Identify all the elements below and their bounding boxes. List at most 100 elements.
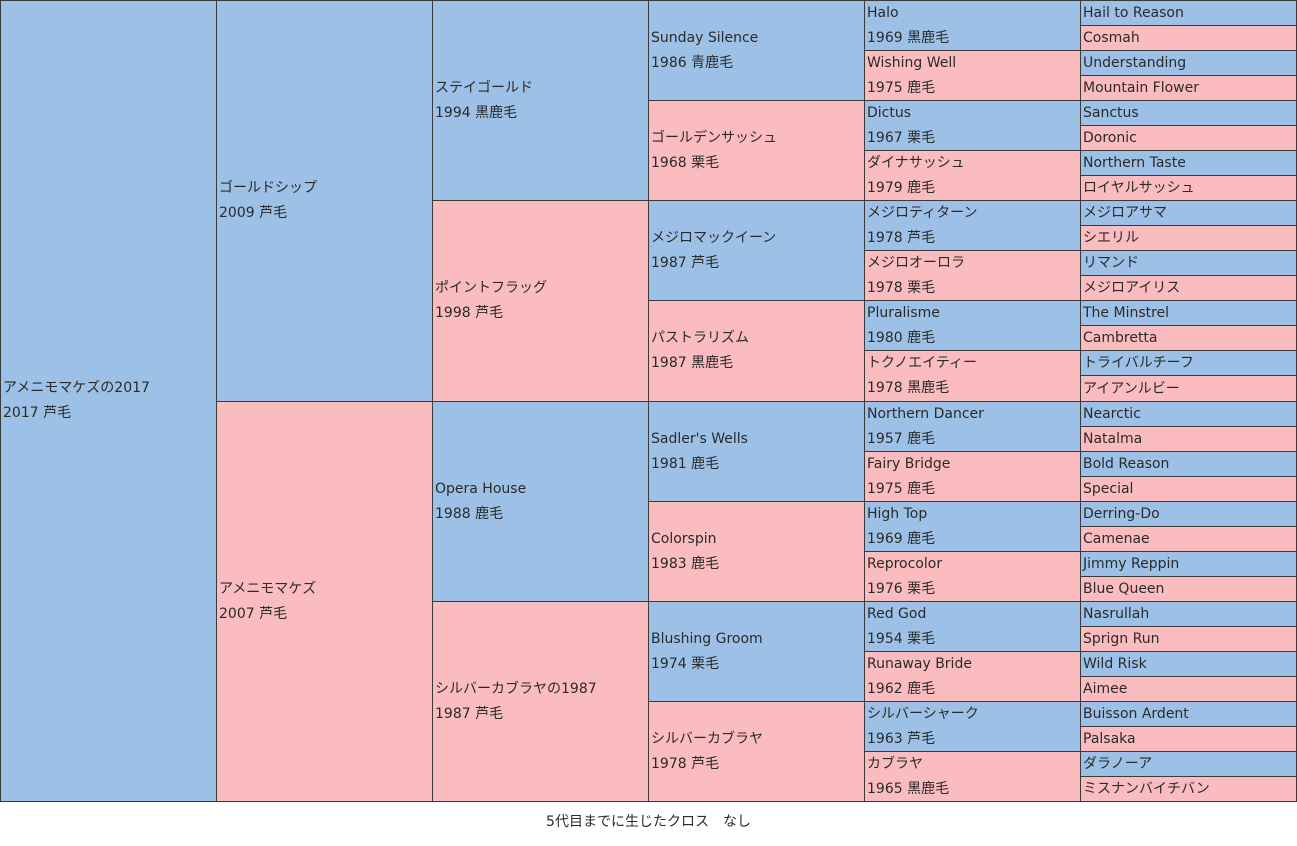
pedigree-cell-gen6-20: Special: [1080, 476, 1297, 502]
horse-name: High Top: [867, 506, 928, 522]
pedigree-cell-gen6-4: Mountain Flower: [1080, 75, 1297, 101]
pedigree-cell-gen6-29: Buisson Ardent: [1080, 701, 1297, 727]
horse-birth-year-coat: 1968 栗毛: [651, 154, 720, 171]
horse-name: パストラリズム: [651, 330, 749, 346]
horse-entry: Sadler's Wells 1981 鹿毛: [651, 427, 864, 477]
horse-entry: Special: [1083, 479, 1296, 499]
pedigree-cell-gen1-1: アメニモマケズの2017 2017 芦毛: [0, 0, 217, 802]
pedigree-cell-gen5-3: Dictus 1967 栗毛: [864, 100, 1081, 151]
pedigree-cell-gen6-30: Palsaka: [1080, 726, 1297, 752]
pedigree-cell-gen6-16: アイアンルビー: [1080, 375, 1297, 402]
horse-entry: Natalma: [1083, 429, 1296, 449]
horse-entry: カブラヤ 1965 黒鹿毛: [867, 752, 1080, 801]
horse-entry: トクノエイティー 1978 黒鹿毛: [867, 351, 1080, 401]
horse-birth-year-coat: 1979 鹿毛: [867, 180, 936, 196]
horse-entry: メジロオーロラ 1978 栗毛: [867, 251, 1080, 300]
horse-entry: ゴールドシップ 2009 芦毛: [219, 176, 432, 226]
pedigree-cell-gen5-2: Wishing Well 1975 鹿毛: [864, 50, 1081, 101]
pedigree-cell-gen5-13: Red God 1954 栗毛: [864, 601, 1081, 652]
horse-entry: パストラリズム 1987 黒鹿毛: [651, 326, 864, 376]
horse-birth-year-coat: 2009 芦毛: [219, 205, 288, 221]
horse-entry: ゴールデンサッシュ 1968 栗毛: [651, 126, 864, 176]
horse-birth-year-coat: 1957 鹿毛: [867, 431, 936, 447]
pedigree-cell-gen4-6: Colorspin 1983 鹿毛: [648, 501, 865, 602]
horse-name: Doronic: [1083, 130, 1137, 146]
pedigree-cell-gen5-16: カブラヤ 1965 黒鹿毛: [864, 751, 1081, 802]
horse-entry: Understanding: [1083, 53, 1296, 73]
pedigree-cell-gen4-3: メジロマックイーン 1987 芦毛: [648, 200, 865, 301]
horse-entry: アメニモマケズ 2007 芦毛: [219, 577, 432, 627]
horse-birth-year-coat: 2007 芦毛: [219, 605, 288, 622]
pedigree-cell-gen6-24: Blue Queen: [1080, 576, 1297, 602]
pedigree-cell-gen5-11: High Top 1969 鹿毛: [864, 501, 1081, 552]
horse-entry: Wild Risk: [1083, 654, 1296, 674]
horse-name: ゴールデンサッシュ: [651, 129, 777, 146]
pedigree-cell-gen6-22: Camenae: [1080, 526, 1297, 552]
horse-entry: Pluralisme 1980 鹿毛: [867, 301, 1080, 350]
pedigree-cell-gen5-6: メジロオーロラ 1978 栗毛: [864, 250, 1081, 301]
pedigree-cell-gen6-15: トライバルチーフ: [1080, 350, 1297, 376]
pedigree-cell-gen6-21: Derring-Do: [1080, 501, 1297, 527]
horse-name: The Minstrel: [1083, 305, 1170, 321]
horse-name: Sprign Run: [1083, 631, 1160, 647]
horse-name: Colorspin: [651, 530, 717, 547]
horse-entry: Aimee: [1083, 679, 1296, 699]
pedigree-cell-gen4-4: パストラリズム 1987 黒鹿毛: [648, 300, 865, 402]
inbreeding-cross-note: 5代目までに生じたクロス なし: [546, 814, 751, 830]
horse-name: ダイナサッシュ: [867, 155, 965, 171]
horse-birth-year-coat: 1987 芦毛: [435, 705, 504, 722]
horse-name: リマンド: [1083, 255, 1139, 271]
pedigree-cell-gen3-2: ポイントフラッグ 1998 芦毛: [432, 200, 649, 402]
pedigree-cell-gen3-4: シルバーカブラヤの1987 1987 芦毛: [432, 601, 649, 802]
horse-entry: シエリル: [1083, 228, 1296, 248]
horse-name: ゴールドシップ: [219, 180, 317, 196]
pedigree-cell-gen4-7: Blushing Groom 1974 栗毛: [648, 601, 865, 702]
horse-name: ダラノーア: [1083, 756, 1153, 772]
pedigree-cell-gen2-1: ゴールドシップ 2009 芦毛: [216, 0, 433, 402]
horse-name: シエリル: [1083, 230, 1139, 246]
horse-entry: Nasrullah: [1083, 604, 1296, 624]
pedigree-cell-gen6-19: Bold Reason: [1080, 451, 1297, 477]
pedigree-cell-gen5-8: トクノエイティー 1978 黒鹿毛: [864, 350, 1081, 402]
pedigree-cell-gen6-18: Natalma: [1080, 426, 1297, 452]
horse-name: シルバーカブラヤの1987: [435, 680, 597, 697]
horse-name: メジロアイリス: [1083, 280, 1181, 296]
horse-name: Fairy Bridge: [867, 456, 951, 472]
horse-entry: シルバーカブラヤの1987 1987 芦毛: [435, 677, 648, 727]
horse-entry: アイアンルビー: [1083, 379, 1296, 399]
horse-entry: Reprocolor 1976 栗毛: [867, 552, 1080, 601]
horse-name: ステイゴールド: [435, 79, 533, 96]
horse-entry: ダラノーア: [1083, 754, 1296, 774]
horse-birth-year-coat: 1978 栗毛: [867, 280, 936, 296]
horse-name: シルバーシャーク: [867, 706, 979, 722]
horse-birth-year-coat: 1976 栗毛: [867, 581, 936, 597]
horse-entry: シルバーシャーク 1963 芦毛: [867, 702, 1080, 751]
horse-entry: Red God 1954 栗毛: [867, 602, 1080, 651]
horse-name: ロイヤルサッシュ: [1083, 180, 1195, 196]
horse-entry: Camenae: [1083, 529, 1296, 549]
pedigree-cell-gen6-9: メジロアサマ: [1080, 200, 1297, 226]
horse-birth-year-coat: 1978 芦毛: [651, 755, 720, 772]
horse-name: Red God: [867, 606, 927, 622]
horse-name: Cosmah: [1083, 30, 1140, 46]
horse-name: Wild Risk: [1083, 656, 1147, 672]
horse-birth-year-coat: 1954 栗毛: [867, 631, 936, 647]
horse-name: ミスナンバイチバン: [1083, 781, 1210, 797]
horse-birth-year-coat: 1981 鹿毛: [651, 455, 720, 472]
horse-name: シルバーカブラヤ: [651, 730, 763, 747]
horse-entry: メジロマックイーン 1987 芦毛: [651, 226, 864, 276]
pedigree-cell-gen5-7: Pluralisme 1980 鹿毛: [864, 300, 1081, 351]
pedigree-cell-gen6-31: ダラノーア: [1080, 751, 1297, 777]
horse-birth-year-coat: 1998 芦毛: [435, 305, 504, 321]
pedigree-cell-gen6-10: シエリル: [1080, 225, 1297, 251]
horse-birth-year-coat: 1969 鹿毛: [867, 531, 936, 547]
horse-entry: Runaway Bride 1962 鹿毛: [867, 652, 1080, 701]
horse-name: メジロアサマ: [1083, 205, 1167, 221]
horse-name: Sanctus: [1083, 105, 1139, 121]
horse-name: Bold Reason: [1083, 456, 1170, 472]
pedigree-cell-gen6-17: Nearctic: [1080, 401, 1297, 427]
horse-entry: ミスナンバイチバン: [1083, 779, 1296, 799]
horse-entry: アメニモマケズの2017 2017 芦毛: [3, 376, 216, 426]
horse-entry: Jimmy Reppin: [1083, 554, 1296, 574]
horse-name: Opera House: [435, 480, 527, 497]
